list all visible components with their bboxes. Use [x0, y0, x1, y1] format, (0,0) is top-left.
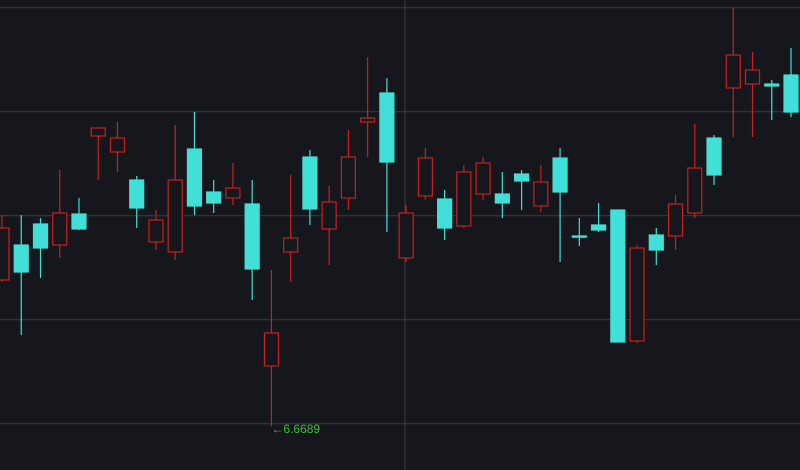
candle-body	[129, 179, 145, 209]
candle-body	[494, 193, 510, 204]
candle-body	[456, 171, 472, 227]
candle-body	[148, 219, 164, 243]
candle-body	[225, 187, 241, 199]
candle-body	[417, 157, 433, 197]
candle-body	[71, 213, 87, 230]
candle-body	[13, 244, 29, 273]
candle-body	[513, 173, 530, 182]
candle-body	[283, 237, 299, 253]
low-label: ←6.6689	[271, 422, 320, 436]
candle-body	[590, 224, 607, 231]
candle-body	[744, 69, 761, 85]
candle-body	[302, 156, 318, 210]
candle-body	[437, 198, 453, 229]
candle-body	[398, 212, 414, 259]
candle-body	[244, 203, 260, 270]
candle-body	[764, 83, 780, 87]
candle-body	[610, 209, 626, 343]
candle-body	[321, 201, 337, 230]
candle-body	[552, 157, 568, 193]
candle-body	[90, 127, 106, 137]
candle-body	[263, 332, 280, 367]
candle-body	[379, 92, 395, 163]
candle-body	[167, 179, 183, 253]
candle-body	[360, 117, 376, 123]
candle-body	[648, 234, 664, 251]
candle-body	[475, 162, 491, 195]
candle-body	[109, 137, 126, 153]
candle-body	[533, 181, 549, 207]
candle-body	[340, 156, 356, 199]
candle-body	[725, 54, 741, 89]
candle-body	[687, 167, 703, 214]
candle-body	[783, 74, 799, 113]
candle-body	[206, 191, 222, 204]
candle-body	[571, 235, 587, 238]
candle-body	[667, 203, 684, 237]
candle-body	[186, 148, 203, 207]
candle-body	[629, 247, 645, 342]
candle-body	[52, 212, 68, 246]
candle-body	[706, 137, 722, 176]
candle-body	[0, 227, 10, 281]
candle-body	[32, 223, 49, 249]
